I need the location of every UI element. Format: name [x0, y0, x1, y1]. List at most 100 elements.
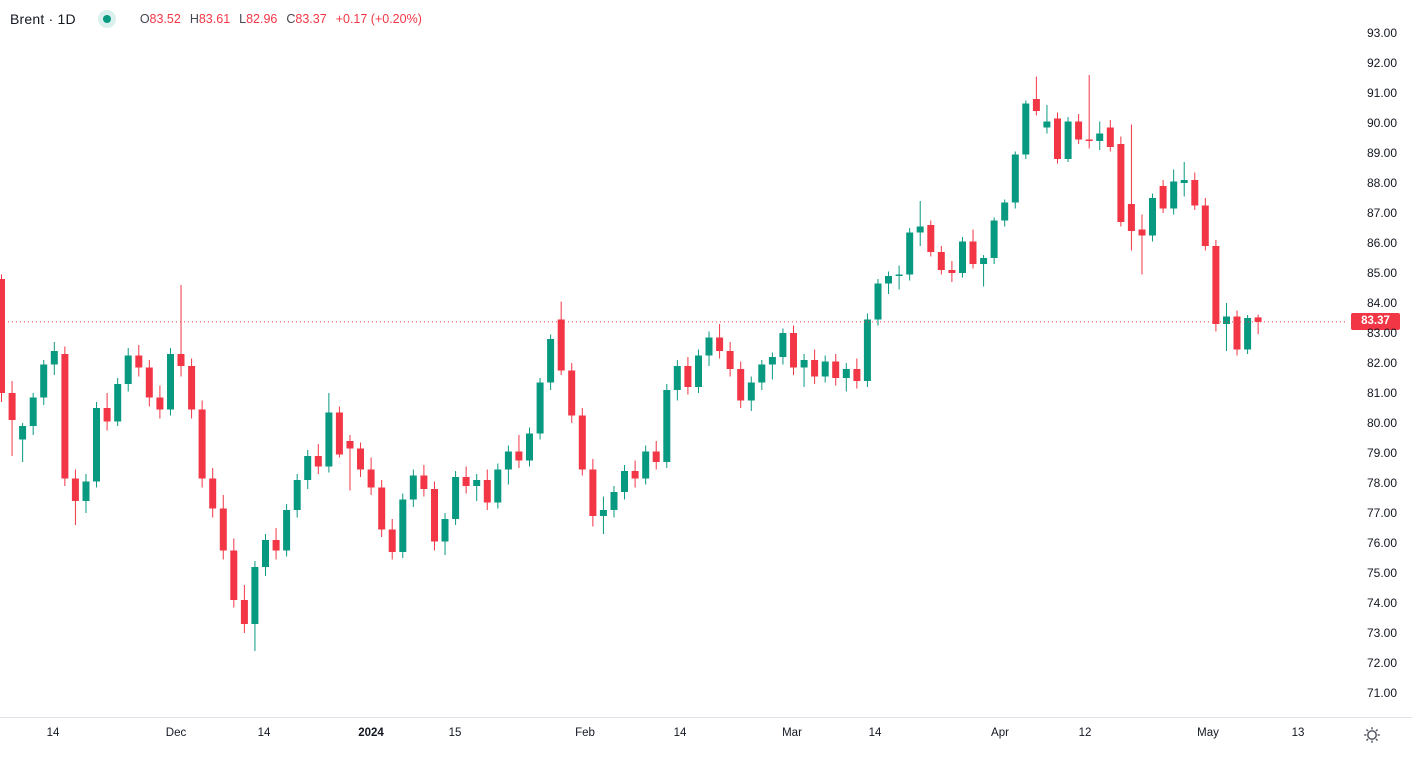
candle: [1096, 121, 1104, 150]
candle: [948, 261, 956, 282]
candle: [1011, 151, 1019, 209]
price-axis-label: 75.00: [1366, 566, 1397, 580]
candle: [1223, 303, 1230, 351]
candle: [863, 313, 871, 387]
price-axis-label: 91.00: [1366, 86, 1397, 100]
candle: [695, 349, 702, 393]
candle: [1149, 193, 1156, 242]
price-axis-label: 76.00: [1366, 536, 1397, 550]
candle: [631, 460, 639, 488]
candle: [1201, 198, 1209, 251]
candle: [1106, 120, 1114, 152]
time-axis-label: Feb: [575, 727, 595, 739]
candle: [737, 361, 745, 408]
candle: [705, 331, 713, 366]
candle: [747, 376, 755, 411]
gear-icon: [1364, 727, 1380, 743]
price-axis-label: 80.00: [1366, 416, 1397, 430]
candle: [462, 466, 470, 494]
candle: [346, 435, 354, 491]
price-axis-label: 81.00: [1366, 386, 1397, 400]
candle: [198, 400, 206, 488]
price-axis-label: 83.00: [1366, 326, 1397, 340]
price-axis-label: 73.00: [1366, 626, 1397, 640]
candle: [906, 228, 914, 281]
candle: [1022, 100, 1030, 159]
candle: [1075, 114, 1083, 144]
candle: [156, 385, 164, 419]
candle: [272, 528, 280, 560]
candle: [621, 465, 628, 500]
time-axis[interactable]: 14 Dec 14 2024 15 Feb 14 Mar 14 Apr 12 May 13: [0, 717, 1412, 759]
candle: [895, 265, 903, 290]
candle: [779, 328, 787, 365]
price-axis-label: 78.00: [1366, 476, 1397, 490]
candle: [504, 445, 512, 485]
price-axis-label: 71.00: [1366, 686, 1397, 700]
candle: [335, 406, 343, 458]
candle: [1085, 75, 1093, 149]
time-axis-label: 14: [673, 727, 687, 739]
candle: [959, 237, 966, 278]
candlestick-pane[interactable]: [0, 0, 1347, 717]
live-dot-icon: [102, 15, 111, 23]
candle: [50, 342, 58, 375]
price-axis-label: 89.00: [1366, 146, 1397, 160]
candle: [230, 538, 238, 608]
candle: [536, 378, 544, 440]
candle: [40, 360, 48, 405]
open-value: 83.52: [149, 12, 181, 26]
candle: [420, 465, 428, 497]
close-value: 83.37: [295, 12, 327, 26]
high-value: 83.61: [198, 12, 231, 26]
axis-settings-button[interactable]: [1362, 725, 1382, 745]
candle: [1244, 315, 1252, 354]
candle: [357, 442, 364, 477]
candle: [1127, 124, 1135, 251]
candle: [568, 363, 576, 423]
candle: [283, 504, 291, 557]
candle: [8, 381, 16, 456]
candle: [547, 334, 555, 390]
candle: [483, 469, 491, 510]
candle: [82, 474, 90, 513]
price-axis-label: 77.00: [1366, 506, 1397, 520]
candle: [652, 441, 660, 470]
price-axis-label: 84.00: [1366, 296, 1397, 310]
candle: [1117, 136, 1125, 227]
price-axis-label: 85.00: [1366, 266, 1397, 280]
price-axis[interactable]: 83.37 93.00 92.00 91.00 90.00 89.00 88.00 87.0…: [1347, 0, 1412, 717]
candle: [1138, 214, 1146, 275]
candle: [980, 255, 988, 287]
chart-legend: Brent · 1D O83.52 H83.61 L82.96 C83.37 +…: [10, 8, 422, 30]
candle: [1159, 180, 1167, 213]
candle: [452, 471, 460, 525]
candle: [832, 354, 840, 386]
candle: [1054, 112, 1061, 164]
time-axis-label: 13: [1291, 727, 1305, 739]
candle: [916, 201, 924, 246]
symbol-title[interactable]: Brent · 1D: [10, 11, 76, 27]
candle: [811, 349, 819, 384]
time-axis-label: 12: [1078, 727, 1092, 739]
candle: [853, 358, 861, 389]
candle: [135, 345, 143, 377]
price-axis-label: 93.00: [1366, 26, 1397, 40]
candle: [378, 480, 386, 537]
time-axis-label: Apr: [991, 727, 1009, 739]
candle: [209, 468, 217, 518]
candle: [1191, 172, 1199, 210]
candle: [673, 360, 681, 401]
price-axis-label: 74.00: [1366, 596, 1397, 610]
candle: [262, 534, 269, 576]
high-label: H: [189, 12, 199, 26]
candle: [431, 481, 438, 551]
candle: [1043, 105, 1051, 134]
candle: [610, 486, 618, 518]
time-axis-label: 2024: [358, 727, 384, 739]
candle: [167, 348, 174, 416]
candle: [642, 445, 650, 485]
time-axis-label: May: [1197, 727, 1219, 739]
price-axis-label: 86.00: [1366, 236, 1397, 250]
